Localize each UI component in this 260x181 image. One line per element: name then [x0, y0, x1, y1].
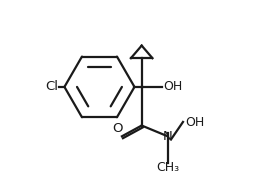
- Text: Cl: Cl: [45, 80, 58, 93]
- Text: CH₃: CH₃: [156, 161, 179, 174]
- Text: O: O: [112, 122, 123, 135]
- Text: OH: OH: [185, 116, 204, 129]
- Text: N: N: [163, 130, 173, 143]
- Text: OH: OH: [164, 80, 183, 93]
